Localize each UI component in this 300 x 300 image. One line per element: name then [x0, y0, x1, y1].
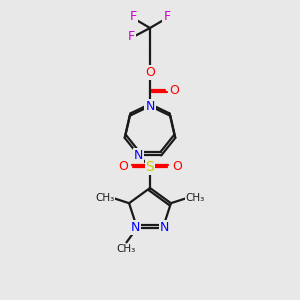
Text: N: N	[145, 100, 155, 112]
Text: F: F	[128, 31, 135, 44]
Text: CH₃: CH₃	[117, 244, 136, 254]
Text: O: O	[145, 65, 155, 79]
Text: N: N	[134, 149, 143, 162]
Text: N: N	[160, 221, 170, 234]
Text: CH₃: CH₃	[95, 193, 115, 202]
Text: N: N	[130, 221, 140, 234]
Text: O: O	[172, 160, 182, 173]
Text: F: F	[164, 10, 171, 22]
Text: O: O	[118, 160, 128, 173]
Text: CH₃: CH₃	[185, 193, 205, 202]
Text: S: S	[146, 160, 154, 174]
Text: F: F	[129, 10, 137, 22]
Text: O: O	[169, 83, 179, 97]
